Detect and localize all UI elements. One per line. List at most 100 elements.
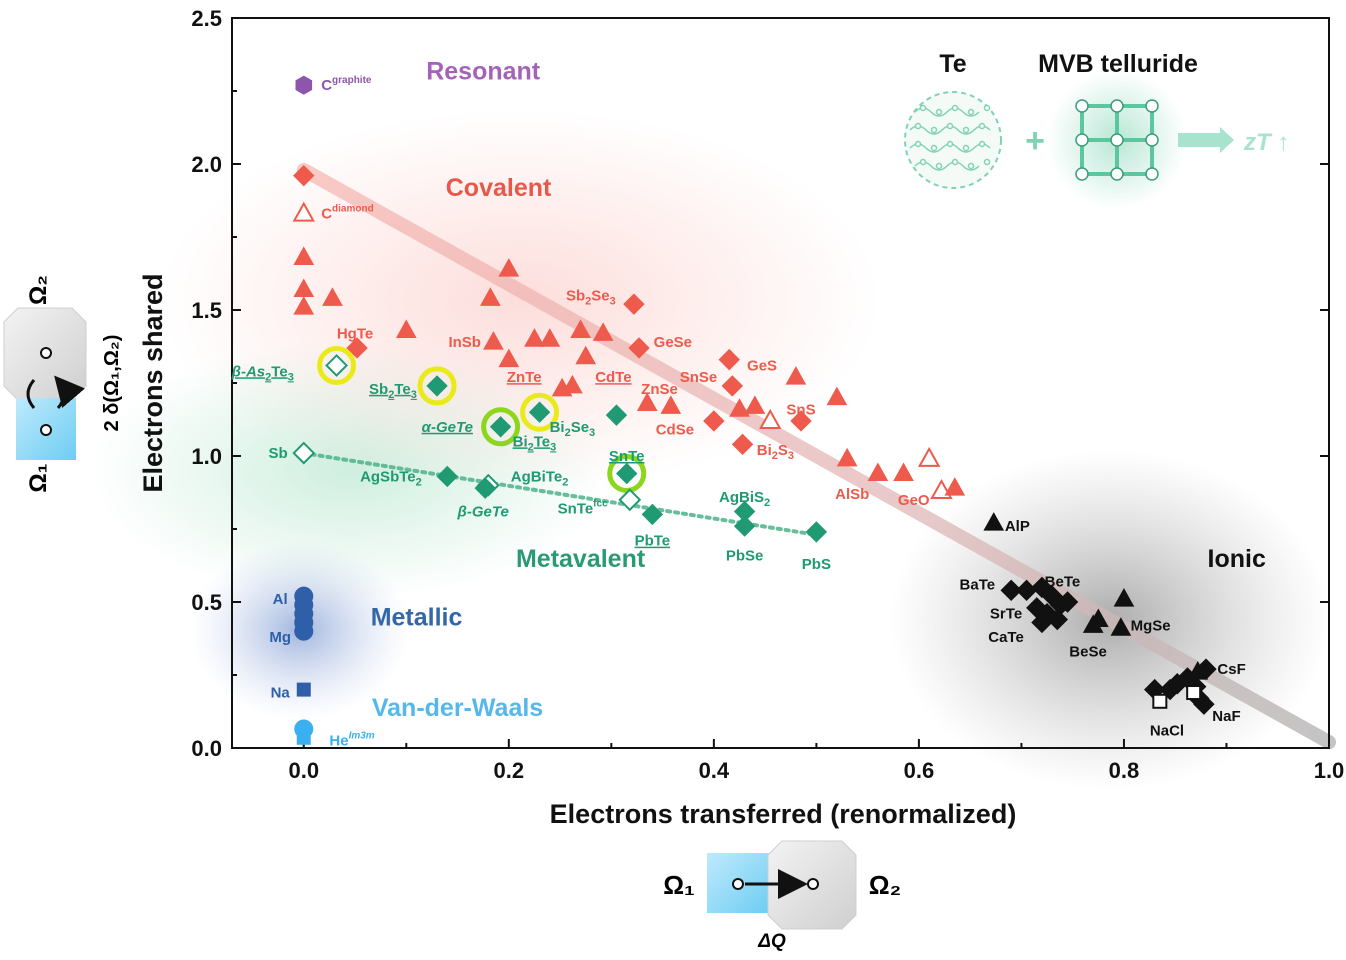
y-tick-label: 2.5 <box>191 6 222 31</box>
data-point-label: CdSe <box>656 422 694 439</box>
data-point-triangle <box>592 322 614 341</box>
y-axis-title: Electrons shared <box>138 273 168 492</box>
data-point-label: BaTe <box>960 576 996 593</box>
data-point-triangle <box>293 246 315 265</box>
data-point-label: AlSb <box>835 486 869 503</box>
data-point-triangle <box>570 319 591 338</box>
data-point-triangle <box>524 328 545 347</box>
left-omega1: Ω₁ <box>25 463 52 492</box>
data-point-triangle <box>483 331 504 350</box>
data-point-triangle <box>562 374 583 394</box>
inset-te-label: Te <box>939 50 966 78</box>
data-point-triangle <box>539 328 561 347</box>
data-point-circle <box>294 621 314 641</box>
data-point-diamond <box>623 293 645 315</box>
data-point-diamond <box>1195 658 1217 680</box>
inset-zt-label: zT ↑ <box>1243 129 1289 156</box>
data-point-triangle <box>1110 617 1132 636</box>
x-tick-label: 0.2 <box>494 758 525 783</box>
left-delta-text: 2 δ(Ω₁,Ω₂) <box>101 335 123 432</box>
data-point-diamond <box>1000 579 1022 602</box>
data-point-label: NaCl <box>1150 722 1184 739</box>
highlight-ring <box>520 392 560 432</box>
data-point-label: PbS <box>802 556 831 573</box>
data-point-triangle <box>826 386 848 406</box>
data-point-triangle <box>575 345 597 365</box>
y-tick-label: 1.5 <box>191 298 222 323</box>
data-point-label: Sb2Se3 <box>566 287 616 307</box>
data-point-label: Mg <box>269 629 291 646</box>
data-point-label: InSb <box>448 334 481 351</box>
region-label-metavalent: Metavalent <box>516 545 646 573</box>
data-point-label: ZnTe <box>507 369 542 386</box>
data-point-diamond <box>790 410 812 432</box>
data-point-diamond <box>325 354 348 377</box>
data-point-triangle <box>917 446 941 467</box>
series-covalent-compounds: Cdiamond HgTe InSb ZnTe CdTe Sb2Se3 GeSe ZnSe Cd… <box>292 164 966 509</box>
data-point-diamond <box>436 465 459 488</box>
highlight-ring <box>417 366 457 406</box>
data-points: Cdiamond HgTe InSb ZnTe CdTe Sb2Se3 GeSe ZnSe Cd… <box>231 75 1246 750</box>
series-metals: Al Mg Na <box>269 586 314 702</box>
data-point-label: PbSe <box>726 547 764 564</box>
x-axis-title: Electrons transferred (renormalized) <box>550 799 1017 829</box>
data-point-diamond <box>1193 693 1215 715</box>
data-point-label: SnTefcc <box>558 499 608 518</box>
y-tick-label: 0.5 <box>191 590 222 615</box>
data-point-label: CdTe <box>595 369 631 386</box>
data-point-diamond <box>721 375 744 397</box>
region-label-metallic: Metallic <box>371 603 463 631</box>
region-label-ionic: Ionic <box>1208 545 1266 573</box>
bottom-atom-left <box>732 878 744 890</box>
data-point-square <box>296 730 311 745</box>
inset-plus-sign: + <box>1025 122 1045 160</box>
data-point-triangle <box>498 258 520 277</box>
region-label-resonant: Resonant <box>426 57 541 85</box>
metavalent-dotted-line <box>301 451 819 537</box>
data-point-label: α-GeTe <box>422 419 473 436</box>
y-tick-label: 2.0 <box>191 152 222 177</box>
data-point-label: HgTe <box>337 325 373 342</box>
data-point-label: CsF <box>1217 661 1245 678</box>
left-exchange-arrow-icon <box>26 380 64 409</box>
highlight-ring <box>607 454 647 494</box>
data-point-diamond <box>703 410 725 432</box>
data-point-triangle <box>729 398 750 417</box>
region-label-covalent: Covalent <box>446 174 552 202</box>
data-point-triangle <box>867 462 889 482</box>
data-point-label: SnTe <box>609 448 645 465</box>
data-point-diamond <box>628 337 650 359</box>
data-point-label: Cdiamond <box>321 204 374 223</box>
data-point-diamond <box>718 348 740 371</box>
data-point-label: Cgraphite <box>321 75 372 94</box>
data-point-label: Al <box>273 591 288 608</box>
data-point-label: GeO <box>898 492 930 509</box>
data-point-diamond <box>489 416 512 438</box>
bottom-atom-right <box>807 878 819 890</box>
series-graphite: Cgraphite <box>295 75 372 95</box>
series-ionic-compounds: AlP BaTe BeTe SrTe CaTe BeSe MgSe CsF NaF NaCl <box>960 512 1246 739</box>
data-point-label: BeTe <box>1045 574 1081 591</box>
data-point-label: AgBiTe2 <box>511 468 569 488</box>
mvb-atoms-icon <box>1075 99 1159 181</box>
trend-lines <box>296 162 1336 750</box>
bottom-delta-q: ΔQ <box>757 931 786 952</box>
data-point-diamond <box>616 462 638 485</box>
inset-te-mvb: Te MVB telluride + zT ↑ <box>904 50 1289 210</box>
series-van-der-waals: HeIm3m <box>294 719 375 750</box>
data-point-diamond <box>641 503 664 526</box>
data-point-diamond <box>293 164 315 187</box>
data-point-diamond <box>1056 591 1079 613</box>
data-point-label: Sb2Te3 <box>369 381 417 401</box>
data-point-triangle <box>983 512 1005 531</box>
data-point-hexagon <box>295 75 313 95</box>
data-point-label: Sb <box>269 445 288 462</box>
data-point-label: AgBiS2 <box>719 489 770 509</box>
data-point-diamond <box>618 488 642 512</box>
data-point-triangle <box>744 395 766 414</box>
bottom-omega2: Ω₂ <box>869 870 901 900</box>
data-point-label: SrTe <box>990 606 1022 623</box>
left-atom-bottom <box>40 424 52 436</box>
